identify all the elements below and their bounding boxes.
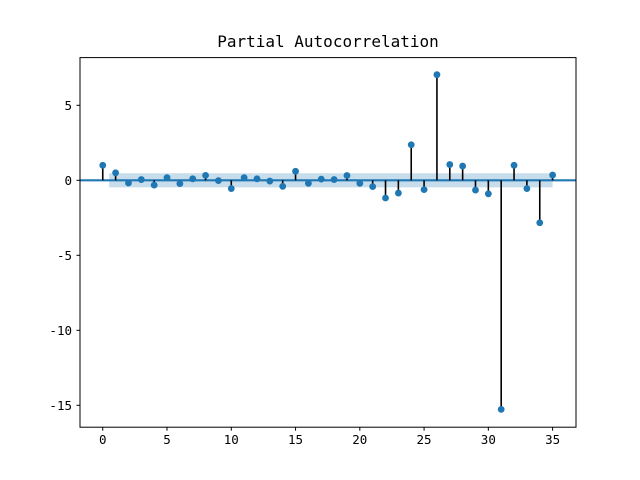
x-tick-label: 35 bbox=[545, 432, 560, 447]
marker-dot bbox=[523, 185, 531, 192]
marker-dot bbox=[176, 180, 184, 188]
marker-dot bbox=[304, 179, 312, 187]
marker-dot bbox=[189, 175, 197, 183]
data-markers bbox=[99, 71, 557, 413]
marker-dot bbox=[227, 185, 235, 192]
marker-dot bbox=[112, 169, 120, 177]
marker-dot bbox=[330, 176, 338, 183]
marker-dot bbox=[472, 186, 479, 194]
marker-dot bbox=[137, 176, 145, 183]
x-tick-label: 30 bbox=[481, 432, 496, 447]
marker-dot bbox=[382, 194, 389, 202]
marker-dot bbox=[202, 171, 209, 179]
x-tick-label: 0 bbox=[99, 432, 107, 447]
marker-dot bbox=[394, 189, 402, 197]
y-axis: 5 0 -5 -10 -15 bbox=[49, 98, 80, 413]
marker-dot bbox=[356, 179, 364, 187]
marker-dot bbox=[150, 181, 158, 189]
marker-dot bbox=[317, 175, 325, 183]
marker-dot bbox=[459, 162, 467, 170]
y-tick-label: -15 bbox=[49, 398, 72, 413]
marker-dot bbox=[125, 179, 132, 187]
plot-frame bbox=[79, 57, 577, 428]
marker-dot bbox=[292, 167, 299, 175]
marker-dot bbox=[420, 186, 428, 194]
marker-dot bbox=[163, 174, 171, 182]
x-tick-label: 15 bbox=[288, 432, 303, 447]
x-tick-label: 20 bbox=[352, 432, 367, 447]
chart-title: Partial Autocorrelation bbox=[217, 32, 439, 51]
x-tick-label: 25 bbox=[417, 432, 432, 447]
stem-lines bbox=[101, 74, 554, 410]
marker-dot bbox=[279, 182, 287, 190]
marker-dot bbox=[215, 177, 222, 185]
y-tick-label: 5 bbox=[64, 98, 72, 113]
marker-dot bbox=[510, 161, 518, 169]
x-tick-label: 5 bbox=[163, 432, 171, 447]
marker-dot bbox=[253, 175, 261, 183]
marker-dot bbox=[407, 141, 415, 149]
marker-dot bbox=[446, 161, 454, 168]
marker-dot bbox=[240, 174, 248, 182]
marker-dot bbox=[484, 190, 492, 198]
marker-dot bbox=[99, 161, 107, 169]
x-tick-label: 10 bbox=[224, 432, 239, 447]
y-tick-label: -10 bbox=[49, 323, 72, 338]
y-tick-label: -5 bbox=[57, 248, 72, 263]
marker-dot bbox=[549, 171, 557, 179]
marker-dot bbox=[343, 172, 351, 179]
marker-dot bbox=[497, 405, 505, 413]
marker-dot bbox=[536, 219, 544, 227]
x-axis: 0 5 10 15 20 25 30 35 bbox=[99, 427, 560, 447]
marker-dot bbox=[369, 183, 377, 191]
y-tick-label: 0 bbox=[64, 173, 72, 188]
marker-dot bbox=[433, 71, 441, 79]
marker-dot bbox=[266, 177, 274, 185]
